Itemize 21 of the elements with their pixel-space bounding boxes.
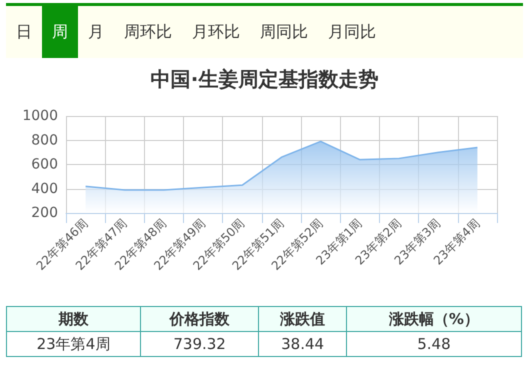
text: 周同比 <box>259 20 309 42</box>
text: 5.48 <box>346 332 522 356</box>
text: 日 <box>15 20 33 42</box>
text: 38.44 <box>258 332 346 356</box>
text: 价格指数 <box>140 306 259 332</box>
chart-title: 中国·生姜周定基指数走势 <box>150 67 378 91</box>
text: 周环比 <box>123 20 173 42</box>
text: 期数 <box>6 306 140 332</box>
y-tick-label: 600 <box>31 156 58 172</box>
text: 月同比 <box>327 20 377 42</box>
y-tick-label: 1000 <box>22 108 58 124</box>
text: 739.32 <box>140 332 259 356</box>
text: 周 <box>42 6 78 58</box>
y-tick-label: 400 <box>31 180 58 197</box>
text: 涨跌值 <box>258 306 346 332</box>
text: 月 <box>87 20 105 42</box>
text: 涨跌幅（%） <box>346 306 522 332</box>
text: 月环比 <box>191 20 241 42</box>
y-tick-label: 800 <box>31 132 58 148</box>
text: 23年第4周 <box>6 332 140 356</box>
y-tick-label: 200 <box>31 205 58 221</box>
